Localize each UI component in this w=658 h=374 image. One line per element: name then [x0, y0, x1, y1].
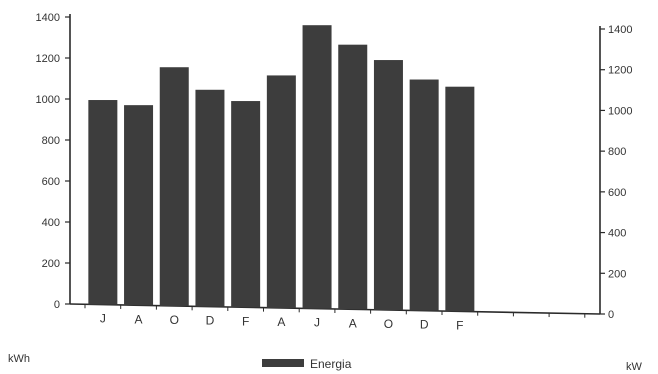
x-category-label: A [277, 315, 285, 329]
right-tick-label: 1400 [608, 24, 632, 36]
bar-11 [445, 86, 475, 312]
x-category-label: F [456, 318, 463, 332]
right-tick-label: 800 [608, 146, 626, 158]
right-tick-label: 600 [608, 187, 626, 199]
left-tick-label: 800 [42, 135, 60, 147]
legend-swatch-energia [262, 359, 304, 367]
bar-10 [409, 79, 439, 311]
right-tick-label: 0 [608, 309, 614, 321]
left-tick-label: 600 [42, 176, 60, 188]
left-tick-label: 400 [42, 217, 60, 229]
bar-4 [195, 89, 225, 307]
left-tick-label: 1200 [36, 53, 60, 65]
legend-label-energia: Energia [310, 357, 352, 371]
left-tick-label: 1000 [36, 94, 60, 106]
x-category-label: D [206, 314, 215, 328]
bar-6 [266, 75, 296, 308]
bar-7 [302, 25, 332, 309]
bar-8 [338, 44, 368, 310]
legend: Energia [262, 357, 352, 371]
left-tick-label: 1400 [36, 12, 60, 24]
bar-1 [88, 100, 118, 305]
left-tick-label: 0 [54, 299, 60, 311]
right-tick-label: 200 [608, 268, 626, 280]
left-tick-label: 200 [42, 258, 60, 270]
x-axis [69, 303, 601, 318]
right-y-axis: 0 200 400 600 800 1000 1200 1400 [599, 24, 632, 321]
right-tick-label: 1200 [608, 65, 632, 77]
left-y-axis: 0 200 400 600 800 1000 1200 1400 [36, 12, 71, 311]
bar-9 [373, 60, 403, 311]
bars [88, 25, 475, 312]
x-category-label: O [384, 317, 393, 331]
left-axis-unit-label: kWh [8, 353, 30, 365]
bar-2 [124, 105, 154, 306]
x-category-label: D [420, 318, 429, 332]
right-tick-label: 400 [608, 228, 626, 240]
right-tick-label: 1000 [608, 105, 632, 117]
x-category-label: O [170, 313, 179, 327]
x-category-label: J [100, 312, 106, 326]
x-category-label: F [242, 314, 249, 328]
right-axis-unit-label: kW [626, 361, 643, 373]
x-category-label: J [314, 316, 320, 330]
bar-5 [231, 101, 261, 308]
x-category-label: A [349, 316, 357, 330]
bar-3 [159, 67, 189, 306]
x-category-label: A [135, 312, 143, 326]
